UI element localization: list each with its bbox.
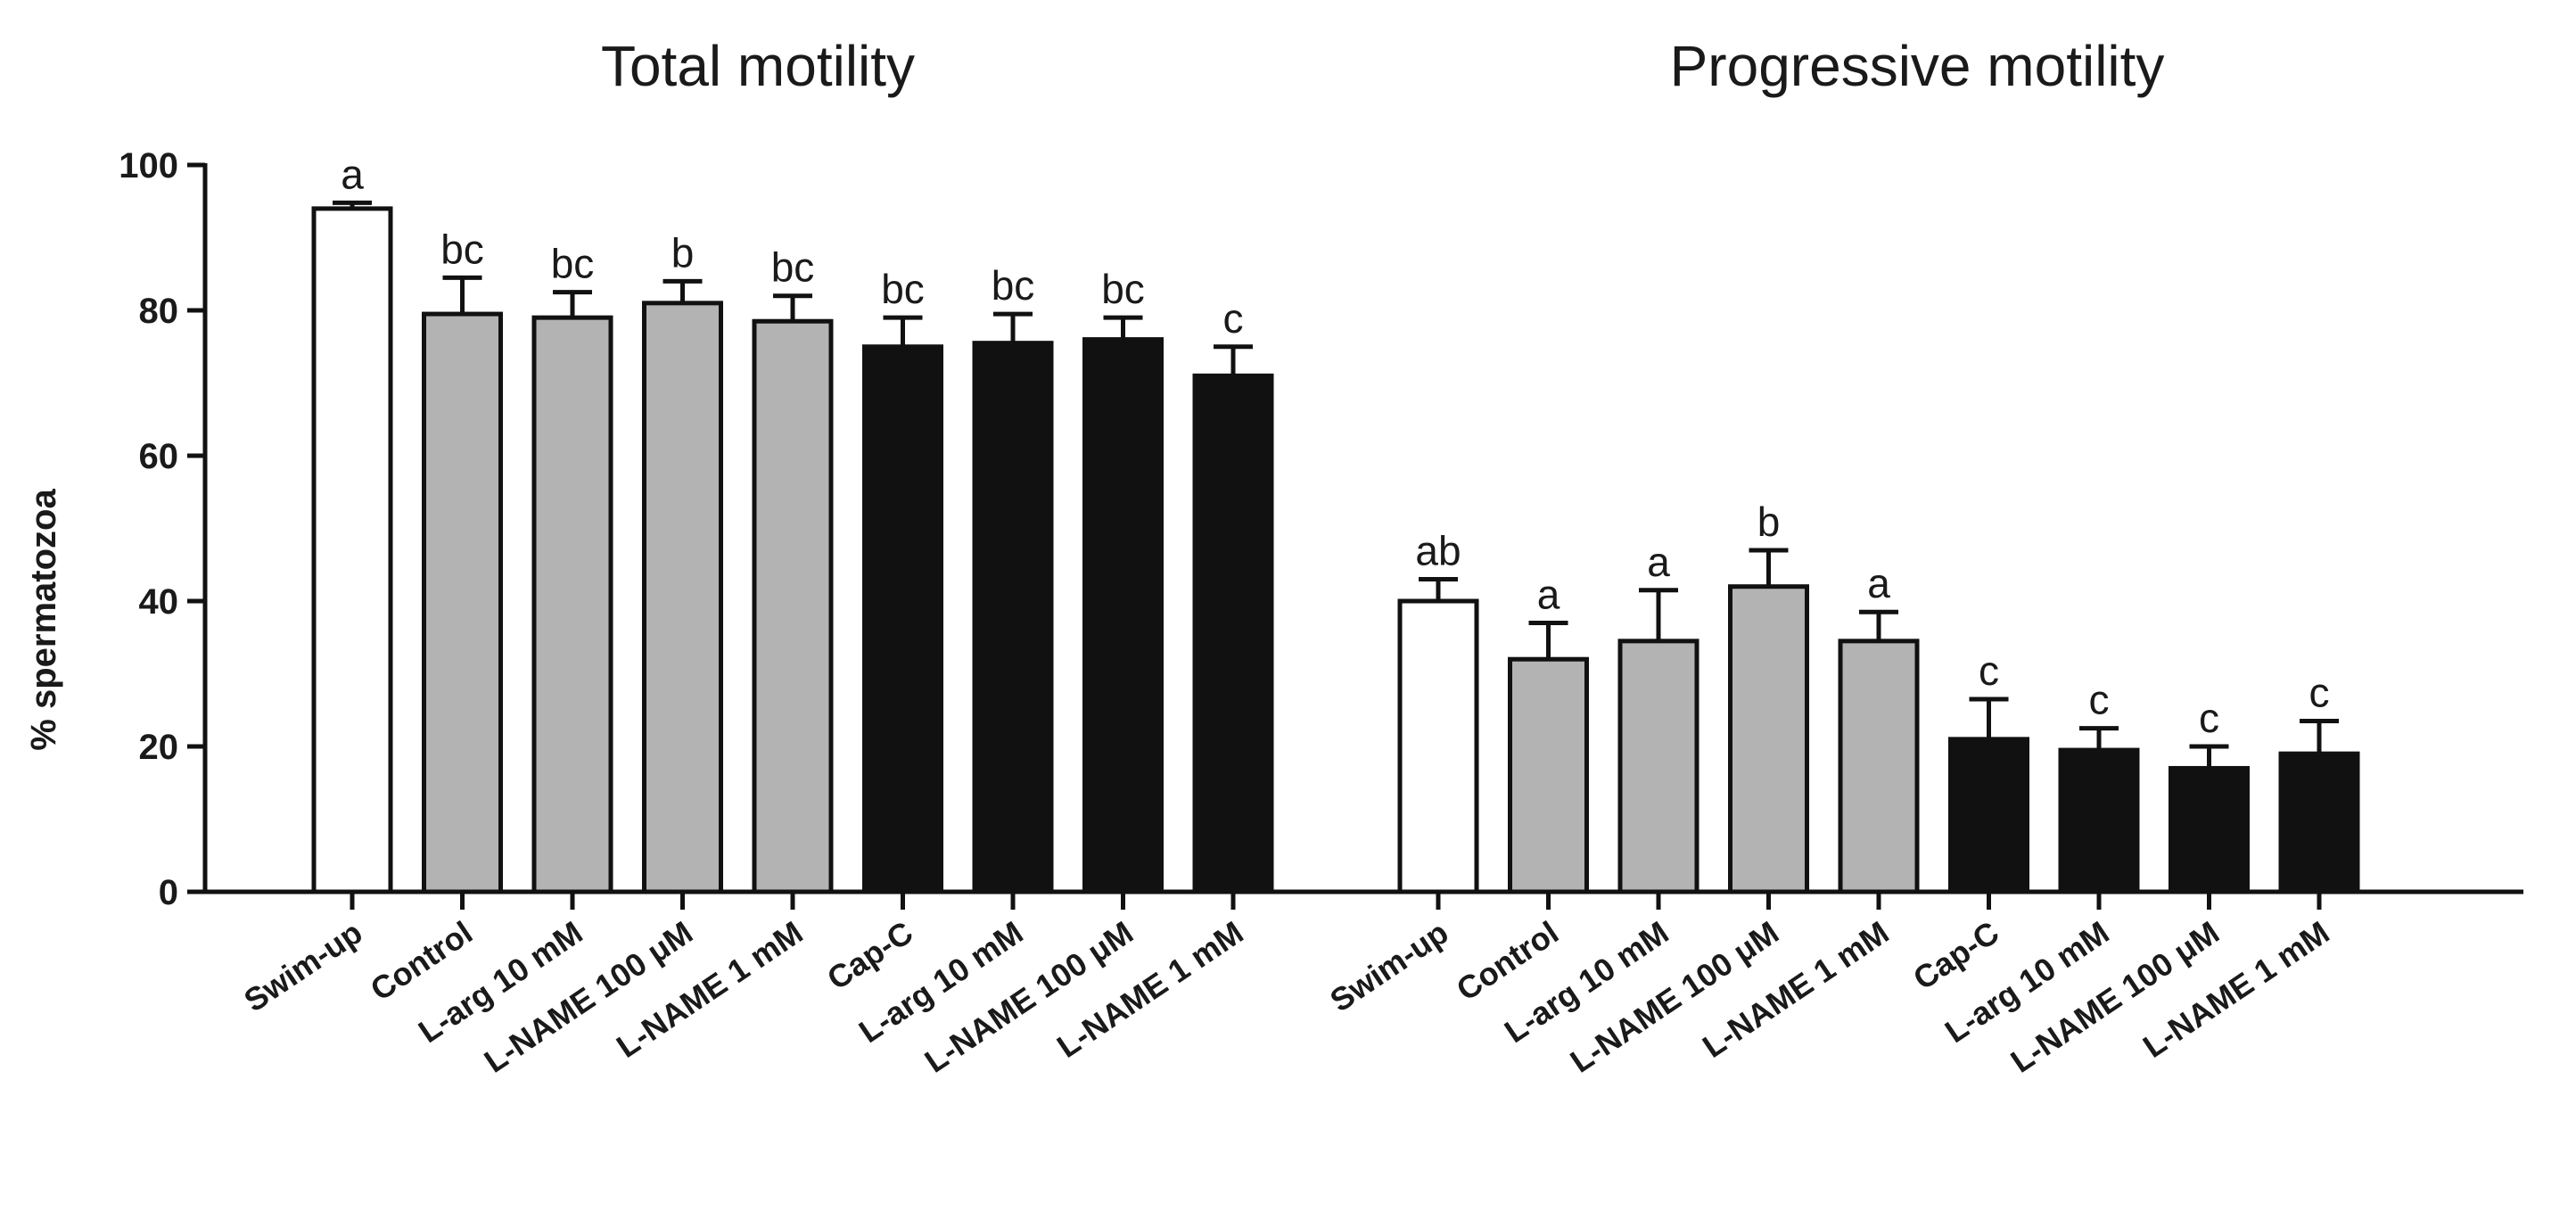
y-tick-label: 20 <box>139 728 179 767</box>
significance-label: c <box>2309 669 2330 715</box>
bar <box>2278 751 2360 894</box>
bar <box>422 311 503 894</box>
bar <box>531 315 613 894</box>
significance-label: c <box>1979 647 1999 694</box>
bar <box>1617 639 1700 894</box>
x-tick-label: Swim-up <box>1323 914 1454 1019</box>
significance-label: b <box>1757 499 1781 545</box>
x-tick-label: L-NAME 1 mM <box>1050 914 1250 1065</box>
x-tick-label: L-NAME 1 mM <box>2136 914 2336 1065</box>
bar <box>1397 598 1479 894</box>
y-axis-label: % spermatozoa <box>24 489 63 751</box>
bar <box>752 318 834 894</box>
significance-label: a <box>1867 560 1890 606</box>
bar <box>1082 337 1164 894</box>
y-tick-label: 100 <box>119 146 178 185</box>
significance-label: bc <box>551 241 595 287</box>
bar <box>862 344 943 894</box>
bar <box>1192 373 1274 894</box>
bar <box>972 341 1054 894</box>
significance-label: a <box>341 151 364 197</box>
x-tick-label: L-NAME 1 mM <box>1696 914 1896 1065</box>
significance-label: b <box>671 229 695 276</box>
significance-label: a <box>1647 539 1670 585</box>
bar <box>2058 747 2140 894</box>
x-tick-label: L-NAME 1 mM <box>610 914 810 1065</box>
significance-label: a <box>1537 571 1560 617</box>
significance-label: bc <box>440 226 484 272</box>
bar <box>2169 765 2250 894</box>
y-tick-label: 80 <box>139 292 179 331</box>
bar <box>311 206 393 894</box>
bar <box>1948 737 2029 894</box>
significance-label: c <box>1223 295 1244 342</box>
significance-label: bc <box>1101 266 1145 312</box>
bar <box>642 301 723 894</box>
y-tick-label: 0 <box>159 873 178 912</box>
significance-label: c <box>2089 677 2110 723</box>
bar <box>1838 639 1920 894</box>
x-tick-label: Swim-up <box>237 914 368 1019</box>
significance-label: bc <box>771 244 815 291</box>
y-tick-label: 40 <box>139 582 179 622</box>
significance-label: bc <box>881 266 925 312</box>
bar <box>1508 656 1589 894</box>
panel-title-total-motility: Total motility <box>601 34 915 98</box>
significance-label: bc <box>992 262 1035 309</box>
significance-label: c <box>2199 695 2219 741</box>
panel-title-progressive-motility: Progressive motility <box>1670 34 2165 98</box>
bar <box>1728 584 1809 894</box>
significance-label: ab <box>1415 528 1461 574</box>
y-tick-label: 60 <box>139 437 179 476</box>
